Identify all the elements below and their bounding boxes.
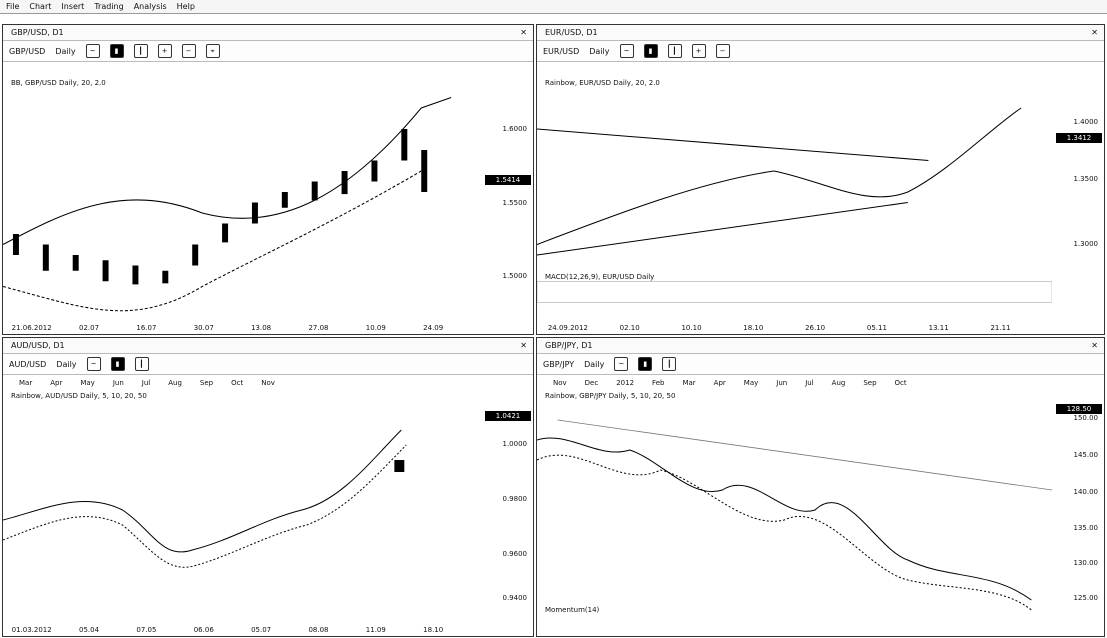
- pane-toolbar: GBP/USD Daily ~ ▮ ┃ + − ⌖: [3, 41, 533, 62]
- x-axis: 24.09.2012 02.10 10.10 18.10 26.10 05.11…: [547, 324, 1011, 332]
- line-icon[interactable]: ~: [619, 44, 634, 58]
- current-price-box: 1.3412: [1056, 133, 1102, 144]
- symbol-select[interactable]: GBP/JPY: [543, 359, 575, 369]
- y-axis: 150.00 145.00 140.00 135.00 130.00 125.0…: [1052, 400, 1104, 620]
- pane-title: EUR/USD, D1 ✕: [537, 25, 1104, 41]
- symbol-select[interactable]: GBP/USD: [9, 46, 46, 56]
- x-axis: 01.03.2012 05.04 07.05 06.06 05.07 08.08…: [11, 626, 444, 634]
- candles: [12, 129, 428, 285]
- chart-pane-audusd[interactable]: AUD/USD, D1 ✕ AUD/USD Daily ~ ▮ ┃ Mar Ap…: [2, 337, 534, 637]
- plot-area[interactable]: [537, 87, 1052, 318]
- menu-file[interactable]: File: [6, 2, 20, 11]
- price-chart: [537, 107, 1052, 303]
- menu-help[interactable]: Help: [176, 2, 195, 11]
- menu-bar: File Chart Insert Trading Analysis Help: [0, 0, 1107, 14]
- pane-title: GBP/USD, D1 ✕: [3, 25, 533, 41]
- bar-icon[interactable]: ┃: [133, 44, 148, 58]
- period-select[interactable]: Daily: [56, 359, 77, 369]
- month-markers: Nov Dec 2012 Feb Mar Apr May Jun Jul Aug…: [553, 379, 907, 387]
- current-price-box: 1.0421: [485, 411, 531, 421]
- bar-icon[interactable]: ┃: [662, 357, 677, 371]
- y-axis: 1.0000 0.9800 0.9600 0.9400 1.0421: [481, 400, 533, 620]
- period-select[interactable]: Daily: [589, 46, 610, 56]
- symbol-select[interactable]: AUD/USD: [9, 359, 47, 369]
- chart-pane-gbpjpy[interactable]: GBP/JPY, D1 ✕ GBP/JPY Daily ~ ▮ ┃ Nov De…: [536, 337, 1105, 637]
- period-select[interactable]: Daily: [55, 46, 76, 56]
- month-markers: Mar Apr May Jun Jul Aug Sep Oct Nov: [19, 379, 275, 387]
- line-icon[interactable]: ~: [614, 357, 629, 371]
- menu-insert[interactable]: Insert: [61, 2, 85, 11]
- pane-title: GBP/JPY, D1 ✕: [537, 338, 1104, 354]
- period-select[interactable]: Daily: [584, 359, 605, 369]
- chart-pane-eurusd[interactable]: EUR/USD, D1 ✕ EUR/USD Daily ~ ▮ ┃ + − Ra…: [536, 24, 1105, 335]
- bar-icon[interactable]: ┃: [667, 44, 682, 58]
- close-icon[interactable]: ✕: [1091, 341, 1098, 350]
- menu-analysis[interactable]: Analysis: [133, 2, 167, 11]
- pane-toolbar: GBP/JPY Daily ~ ▮ ┃: [537, 354, 1104, 375]
- current-price-box: 1.5414: [485, 174, 531, 185]
- bar-icon[interactable]: ┃: [134, 357, 149, 371]
- indicator-legend: Rainbow, EUR/USD Daily, 20, 2.0: [545, 79, 660, 87]
- menu-trading[interactable]: Trading: [94, 2, 124, 11]
- zoom-out-icon[interactable]: −: [181, 44, 196, 58]
- candle-icon[interactable]: ▮: [110, 357, 125, 371]
- y-axis: 1.4000 1.3500 1.3000 1.3412: [1052, 87, 1104, 318]
- pane-toolbar: EUR/USD Daily ~ ▮ ┃ + −: [537, 41, 1104, 62]
- candle-icon[interactable]: ▮: [109, 44, 124, 58]
- current-price-box: 128.50: [1056, 404, 1102, 415]
- price-chart: [3, 429, 407, 568]
- sub-legend: MACD(12,26,9), EUR/USD Daily: [545, 273, 655, 281]
- indicator-legend: Rainbow, GBP/JPY Daily, 5, 10, 20, 50: [545, 392, 676, 400]
- zoom-in-icon[interactable]: +: [157, 44, 172, 58]
- close-icon[interactable]: ✕: [520, 28, 527, 37]
- y-axis: 1.6000 1.5500 1.5000 1.5414: [481, 87, 533, 318]
- close-icon[interactable]: ✕: [520, 341, 527, 350]
- line-icon[interactable]: ~: [85, 44, 100, 58]
- menu-chart[interactable]: Chart: [29, 2, 52, 11]
- pane-toolbar: AUD/USD Daily ~ ▮ ┃: [3, 354, 533, 375]
- crosshair-icon[interactable]: ⌖: [205, 44, 220, 58]
- plot-area[interactable]: [537, 400, 1052, 620]
- x-axis: 21.06.2012 02.07 16.07 30.07 13.08 27.08…: [11, 324, 444, 332]
- sub-legend: Momentum(14): [545, 606, 600, 614]
- close-icon[interactable]: ✕: [1091, 28, 1098, 37]
- indicator-legend: BB, GBP/USD Daily, 20, 2.0: [11, 79, 106, 87]
- symbol-select[interactable]: EUR/USD: [543, 46, 580, 56]
- price-chart: [537, 419, 1052, 611]
- zoom-in-icon[interactable]: +: [691, 44, 706, 58]
- price-chart: [3, 97, 452, 312]
- plot-area[interactable]: [3, 400, 481, 620]
- candle-icon[interactable]: ▮: [638, 357, 653, 371]
- pane-title: AUD/USD, D1 ✕: [3, 338, 533, 354]
- zoom-out-icon[interactable]: −: [715, 44, 730, 58]
- line-icon[interactable]: ~: [86, 357, 101, 371]
- plot-area[interactable]: [3, 87, 481, 318]
- candle-icon[interactable]: ▮: [643, 44, 658, 58]
- indicator-legend: Rainbow, AUD/USD Daily, 5, 10, 20, 50: [11, 392, 147, 400]
- chart-pane-gbpusd[interactable]: GBP/USD, D1 ✕ GBP/USD Daily ~ ▮ ┃ + − ⌖ …: [2, 24, 534, 335]
